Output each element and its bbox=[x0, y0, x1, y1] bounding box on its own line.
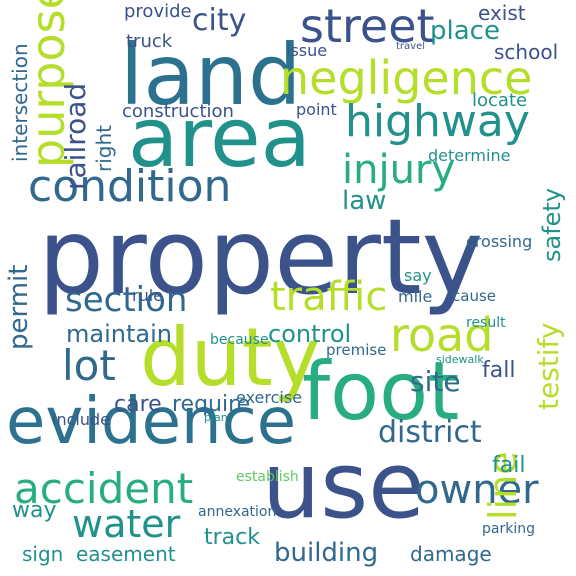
word-determine: determine bbox=[428, 146, 511, 165]
word-maintain: maintain bbox=[66, 320, 172, 348]
word-district: district bbox=[378, 415, 482, 450]
word-intersection: intersection bbox=[8, 43, 32, 162]
word-parking: parking bbox=[482, 521, 535, 537]
word-provide: provide bbox=[124, 1, 192, 22]
word-property: property bbox=[38, 196, 484, 318]
word-require: require bbox=[172, 392, 251, 417]
word-include: include bbox=[52, 410, 110, 429]
word-say: say bbox=[404, 266, 432, 285]
word-testify: testify bbox=[532, 322, 565, 411]
word-place: place bbox=[430, 16, 500, 46]
word-locate: locate bbox=[472, 90, 528, 111]
word-section: section bbox=[65, 280, 188, 320]
word-accident: accident bbox=[14, 464, 194, 513]
word-foot: foot bbox=[302, 345, 460, 438]
word-result: result bbox=[466, 315, 506, 331]
word-safety: safety bbox=[538, 187, 566, 262]
word-because: because bbox=[210, 332, 269, 348]
word-water: water bbox=[72, 502, 181, 546]
word-damage: damage bbox=[410, 542, 492, 566]
word-control: control bbox=[268, 320, 352, 348]
word-plan: plan bbox=[204, 411, 228, 424]
word-easement: easement bbox=[76, 542, 176, 566]
word-sign: sign bbox=[22, 542, 64, 566]
word-mile: mile bbox=[398, 287, 433, 306]
word-highway: highway bbox=[345, 96, 530, 147]
word-building: building bbox=[274, 538, 379, 568]
word-use: use bbox=[262, 432, 425, 539]
word-condition: condition bbox=[28, 161, 232, 212]
word-street: street bbox=[300, 0, 435, 53]
word-law: law bbox=[342, 186, 387, 216]
word-travel: travel bbox=[396, 41, 426, 52]
word-railroad: railroad bbox=[59, 82, 92, 190]
word-annexation: annexation bbox=[198, 504, 277, 520]
word-cause: cause bbox=[452, 287, 496, 305]
word-rule: rule bbox=[132, 286, 164, 305]
word-issue: issue bbox=[286, 41, 328, 60]
word-premise: premise bbox=[326, 341, 387, 359]
word-road: road bbox=[390, 308, 494, 362]
word-construction: construction bbox=[122, 101, 234, 122]
word-right: right bbox=[92, 125, 116, 172]
word-truck: truck bbox=[126, 31, 173, 52]
word-fall: fall bbox=[482, 358, 516, 383]
word-owner: owner bbox=[415, 467, 539, 513]
word-crossing: crossing bbox=[466, 232, 533, 251]
word-injury: injury bbox=[342, 147, 456, 193]
word-establish: establish bbox=[236, 469, 299, 485]
word-care: care bbox=[114, 392, 162, 417]
word-duty: duty bbox=[140, 311, 321, 404]
word-track: track bbox=[204, 525, 260, 550]
word-permit: permit bbox=[4, 264, 34, 350]
word-way: way bbox=[12, 498, 57, 523]
word-negligence: negligence bbox=[280, 51, 533, 105]
word-sidewalk: sidewalk bbox=[436, 353, 484, 366]
word-traffic: traffic bbox=[270, 274, 388, 320]
word-exist: exist bbox=[478, 1, 526, 25]
word-city: city bbox=[192, 3, 247, 38]
word-point: point bbox=[296, 100, 337, 119]
word-evidence: evidence bbox=[6, 385, 297, 459]
word-land: land bbox=[120, 26, 302, 124]
word-exercise: exercise bbox=[236, 388, 303, 407]
word-fail: fail bbox=[492, 453, 526, 478]
word-site: site bbox=[410, 365, 461, 398]
word-area: area bbox=[128, 91, 311, 186]
word-lot: lot bbox=[62, 341, 116, 390]
word-school: school bbox=[494, 40, 559, 64]
